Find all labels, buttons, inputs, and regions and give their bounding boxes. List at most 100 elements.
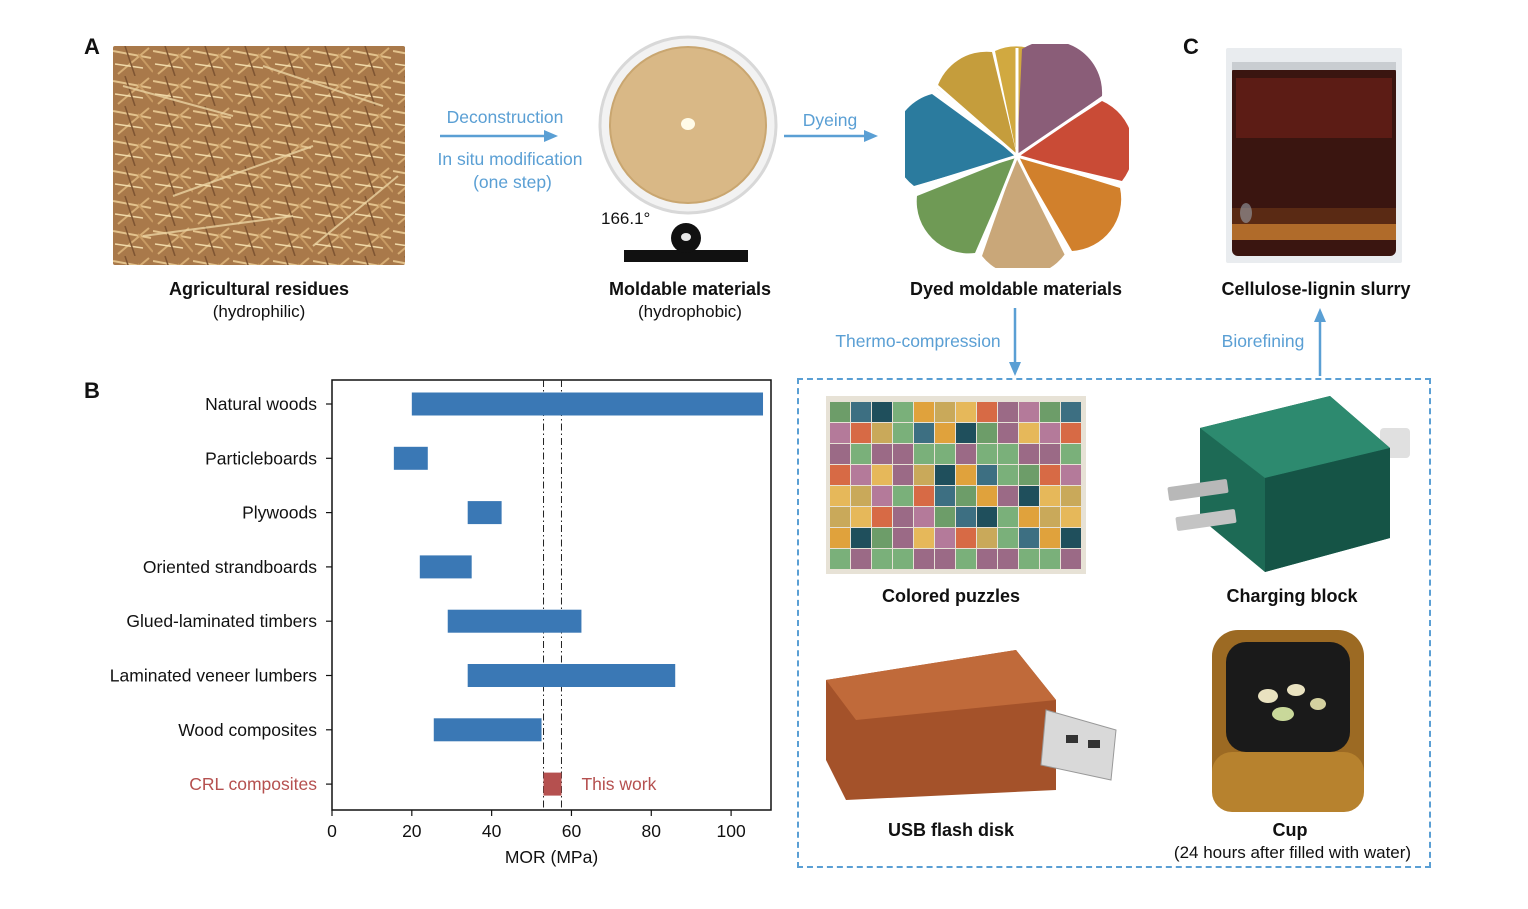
puzzle-piece <box>998 423 1018 443</box>
puzzle-piece <box>851 402 871 422</box>
cup-photo <box>1212 630 1364 812</box>
dyeing-label: Dyeing <box>802 110 858 130</box>
puzzle-piece <box>1040 444 1060 464</box>
puzzle-piece <box>956 423 976 443</box>
bar <box>467 501 502 525</box>
moldable-subtitle: (hydrophobic) <box>638 302 742 321</box>
puzzle-piece <box>1061 507 1081 527</box>
puzzle-piece <box>893 465 913 485</box>
in-situ-label: In situ modification <box>437 149 583 169</box>
puzzle-piece <box>893 402 913 422</box>
puzzle-piece <box>830 507 850 527</box>
category-label: Natural woods <box>205 394 317 414</box>
chart-frame <box>331 379 772 811</box>
puzzle-piece <box>956 528 976 548</box>
products-box <box>797 378 1431 868</box>
bar <box>467 664 676 687</box>
x-tick-label: 40 <box>482 821 502 841</box>
x-tick-label: 100 <box>716 821 745 841</box>
puzzle-piece <box>872 444 892 464</box>
puzzle-piece <box>1061 402 1081 422</box>
puzzle-piece <box>1061 465 1081 485</box>
cup-note: (24 hours after filled with water) <box>1173 843 1412 862</box>
bar <box>411 392 764 416</box>
puzzle-piece <box>914 549 934 569</box>
biorefining-arrow <box>1314 308 1326 376</box>
bar <box>433 718 542 742</box>
puzzle-piece <box>977 549 997 569</box>
puzzle-piece <box>977 444 997 464</box>
puzzle-piece <box>1019 402 1039 422</box>
puzzle-piece <box>956 507 976 527</box>
puzzle-piece <box>977 465 997 485</box>
x-tick-label: 0 <box>327 821 337 841</box>
puzzle-piece <box>851 486 871 506</box>
puzzle-piece <box>935 507 955 527</box>
puzzle-piece <box>893 444 913 464</box>
panel-label-b: B <box>84 378 100 403</box>
puzzle-piece <box>851 465 871 485</box>
puzzle-piece <box>998 486 1018 506</box>
puzzle-piece <box>851 423 871 443</box>
water-droplet-icon <box>624 223 748 262</box>
puzzle-piece <box>914 402 934 422</box>
puzzle-piece <box>872 486 892 506</box>
puzzle-piece <box>977 507 997 527</box>
puzzle-piece <box>1019 486 1039 506</box>
puzzle-piece <box>893 507 913 527</box>
puzzle-piece <box>1019 444 1039 464</box>
puzzle-piece <box>830 444 850 464</box>
puzzle-piece <box>893 528 913 548</box>
puzzle-piece <box>893 549 913 569</box>
puzzle-piece <box>935 486 955 506</box>
puzzle-piece <box>830 402 850 422</box>
puzzle-piece <box>998 549 1018 569</box>
x-tick-label: 20 <box>402 821 422 841</box>
panel-label-c: C <box>1183 34 1199 59</box>
bar <box>419 555 472 579</box>
puzzle-piece <box>914 528 934 548</box>
puzzle-piece <box>1040 507 1060 527</box>
puzzle-piece <box>872 402 892 422</box>
deconstruction-arrow <box>440 130 558 142</box>
puzzles-label: Colored puzzles <box>881 586 1020 606</box>
puzzle-piece <box>851 528 871 548</box>
residues-title: Agricultural residues <box>168 279 350 299</box>
puzzle-piece <box>956 549 976 569</box>
puzzle-piece <box>1019 549 1039 569</box>
puzzle-piece <box>851 507 871 527</box>
puzzle-piece <box>1040 528 1060 548</box>
puzzle-piece <box>935 444 955 464</box>
panel-label-a: A <box>84 34 100 59</box>
mor-chart: Natural woods Particleboards Plywoods Orien… <box>110 379 772 867</box>
puzzle-piece <box>830 423 850 443</box>
biorefining-label: Biorefining <box>1221 331 1305 351</box>
usb-label: USB flash disk <box>887 820 1015 840</box>
puzzle-piece <box>998 465 1018 485</box>
puzzle-piece <box>935 528 955 548</box>
puzzle-piece <box>872 549 892 569</box>
puzzle-piece <box>851 549 871 569</box>
puzzle-piece <box>956 465 976 485</box>
cup-label: Cup <box>1272 820 1308 840</box>
puzzle-piece <box>872 465 892 485</box>
thermo-compression-label: Thermo-compression <box>835 331 1001 351</box>
puzzle-piece <box>977 402 997 422</box>
agricultural-residues-photo <box>113 46 405 265</box>
charging-block-photo <box>1167 396 1410 572</box>
puzzle-piece <box>1061 528 1081 548</box>
puzzle-piece <box>998 507 1018 527</box>
puzzle-piece <box>935 549 955 569</box>
x-tick-label: 60 <box>562 821 582 841</box>
puzzle-piece <box>1061 486 1081 506</box>
bar <box>447 609 582 633</box>
puzzle-piece <box>851 444 871 464</box>
puzzle-piece <box>956 486 976 506</box>
puzzle-piece <box>1019 423 1039 443</box>
dyed-title: Dyed moldable materials <box>909 279 1123 299</box>
category-label: Wood composites <box>178 720 317 740</box>
puzzle-piece <box>830 465 850 485</box>
puzzle-piece <box>914 444 934 464</box>
puzzle-piece <box>1019 528 1039 548</box>
one-step-label: (one step) <box>473 172 552 192</box>
